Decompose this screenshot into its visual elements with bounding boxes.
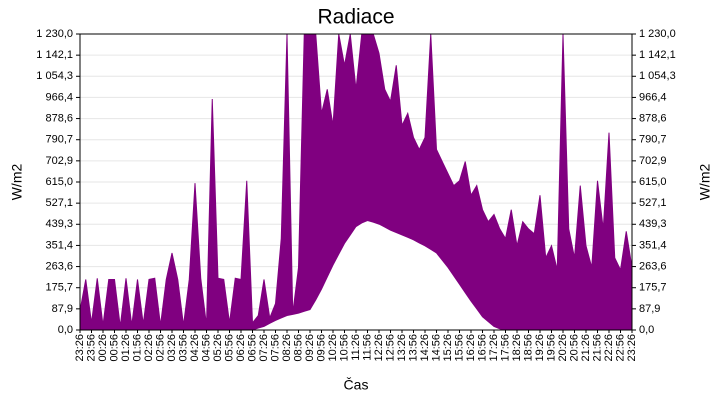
x-tick-label: 16:56 <box>476 334 488 362</box>
chart-title: Radiace <box>317 6 394 29</box>
x-tick-label: 07:56 <box>269 334 281 362</box>
x-tick-label: 11:26 <box>350 334 362 361</box>
x-tick-label: 07:26 <box>258 334 270 362</box>
y2-tick-label: 351,4 <box>639 239 667 251</box>
x-tick-label: 19:56 <box>545 334 557 362</box>
y2-tick-label: 87,9 <box>639 303 660 315</box>
y-tick-label: 175,7 <box>45 282 73 294</box>
x-tick-label: 09:26 <box>304 334 316 362</box>
x-tick-label: 00:26 <box>97 334 109 362</box>
y2-tick-label: 615,0 <box>639 176 667 188</box>
x-tick-label: 04:26 <box>189 334 201 362</box>
y2-tick-label: 1 054,3 <box>639 70 676 82</box>
y-tick-label: 966,4 <box>45 91 73 103</box>
x-tick-label: 03:26 <box>166 334 178 362</box>
y-tick-label: 263,6 <box>45 260 73 272</box>
x-tick-label: 09:56 <box>315 334 327 362</box>
line <box>79 33 633 327</box>
x-tick-label: 10:26 <box>327 334 339 362</box>
x-tick-label: 20:26 <box>557 334 569 362</box>
x-tick-label: 11:56 <box>361 334 373 361</box>
x-tick-label: 12:56 <box>384 334 396 362</box>
y2-tick-label: 878,6 <box>639 112 667 124</box>
area <box>80 220 632 330</box>
x-tick-label: 04:56 <box>200 334 212 362</box>
x-tick-label: 00:56 <box>108 334 120 362</box>
y-tick-label: 1 230,0 <box>36 28 73 40</box>
x-tick-label: 13:56 <box>407 334 419 362</box>
x-tick-label: 03:56 <box>177 334 189 362</box>
y-tick-label: 790,7 <box>45 134 73 146</box>
x-tick-label: 10:56 <box>338 334 350 362</box>
x-tick-label: 18:26 <box>511 334 523 362</box>
x-tick-label: 20:56 <box>568 334 580 362</box>
y-tick-label: 527,1 <box>45 197 73 209</box>
x-tick-label: 12:26 <box>373 334 385 362</box>
y-tick-label: 1 142,1 <box>36 49 73 61</box>
y2-tick-label: 0,0 <box>639 324 654 336</box>
y-tick-label: 87,9 <box>52 303 73 315</box>
y-tick-label: 439,3 <box>45 218 73 230</box>
x-tick-label: 01:26 <box>120 334 132 362</box>
y-tick-label: 615,0 <box>45 176 73 188</box>
x-tick-label: 21:26 <box>580 334 592 362</box>
x-tick-label: 05:26 <box>212 334 224 362</box>
x-tick-label: 02:26 <box>143 334 155 362</box>
x-axis-label: Čas <box>344 377 369 393</box>
y-axis-label: W/m2 <box>9 164 25 201</box>
y-tick-label: 0,0 <box>58 324 73 336</box>
x-tick-label: 15:56 <box>453 334 465 362</box>
y2-tick-label: 263,6 <box>639 260 667 272</box>
y2-axis-label: W/m2 <box>697 164 713 201</box>
y2-tick-label: 966,4 <box>639 91 667 103</box>
y2-tick-label: 702,9 <box>639 155 667 167</box>
x-tick-label: 23:26 <box>626 334 638 362</box>
y-tick-label: 702,9 <box>45 155 73 167</box>
x-tick-label: 23:56 <box>85 334 97 362</box>
y2-tick-label: 439,3 <box>639 218 667 230</box>
x-tick-label: 23:26 <box>74 334 86 362</box>
x-tick-label: 08:56 <box>292 334 304 362</box>
x-tick-label: 22:56 <box>614 334 626 362</box>
y-tick-label: 351,4 <box>45 239 73 251</box>
x-tick-label: 15:26 <box>442 334 454 362</box>
y-tick-label: 1 054,3 <box>36 70 73 82</box>
x-tick-label: 08:26 <box>281 334 293 362</box>
x-tick-label: 19:26 <box>534 334 546 362</box>
x-tick-label: 21:56 <box>591 334 603 362</box>
x-tick-label: 17:56 <box>499 334 511 362</box>
x-tick-label: 14:26 <box>419 334 431 362</box>
y2-tick-label: 527,1 <box>639 197 667 209</box>
y2-tick-label: 1 142,1 <box>639 49 676 61</box>
x-tick-label: 18:56 <box>522 334 534 362</box>
x-tick-label: 01:56 <box>131 334 143 362</box>
x-tick-label: 14:56 <box>430 334 442 362</box>
x-tick-label: 22:26 <box>603 334 615 362</box>
x-tick-label: 02:56 <box>154 334 166 362</box>
y-tick-label: 878,6 <box>45 112 73 124</box>
x-tick-label: 13:26 <box>396 334 408 362</box>
y2-tick-label: 790,7 <box>639 134 667 146</box>
x-tick-label: 16:26 <box>465 334 477 362</box>
plot-frame <box>79 33 633 331</box>
y2-tick-label: 175,7 <box>639 282 667 294</box>
x-tick-label: 17:26 <box>488 334 500 362</box>
x-tick-label: 06:26 <box>235 334 247 362</box>
x-tick-label: 06:56 <box>246 334 258 362</box>
y2-tick-label: 1 230,0 <box>639 28 676 40</box>
area <box>80 34 632 330</box>
x-tick-label: 05:56 <box>223 334 235 362</box>
